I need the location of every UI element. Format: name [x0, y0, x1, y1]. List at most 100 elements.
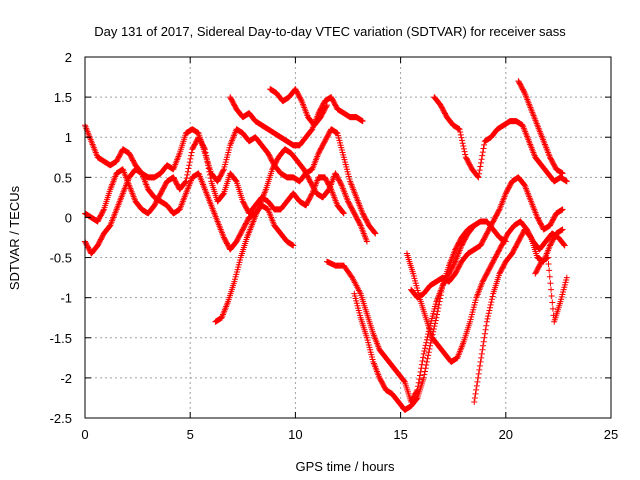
data-point	[419, 358, 426, 365]
data-point	[182, 178, 189, 185]
x-tick-label: 10	[288, 427, 302, 442]
data-point	[426, 346, 433, 353]
data-point	[433, 311, 440, 318]
data-point	[481, 330, 488, 337]
data-point	[457, 129, 464, 136]
x-tick-label: 25	[604, 427, 618, 442]
data-point	[548, 293, 555, 300]
chart-title: Day 131 of 2017, Sidereal Day-to-day VTE…	[94, 24, 566, 39]
data-point	[427, 342, 434, 349]
data-point	[372, 230, 379, 237]
data-point	[461, 148, 468, 155]
data-point	[421, 371, 428, 378]
data-point	[473, 382, 480, 389]
plot-frame	[84, 56, 612, 419]
y-tick-label: 1.5	[54, 90, 72, 105]
data-point	[422, 345, 429, 352]
data-points	[82, 78, 570, 413]
data-point	[487, 304, 494, 311]
data-point	[415, 379, 422, 386]
data-point	[201, 146, 208, 153]
data-point	[480, 342, 487, 349]
data-point	[472, 390, 479, 397]
data-point	[548, 286, 555, 293]
data-point	[460, 145, 467, 152]
data-point	[430, 325, 437, 332]
data-point	[437, 292, 444, 299]
data-point	[521, 88, 528, 95]
data-point	[544, 254, 551, 261]
data-point	[546, 267, 553, 274]
data-point	[435, 301, 442, 308]
data-point	[480, 145, 487, 152]
data-point	[559, 206, 566, 213]
data-point	[185, 165, 192, 172]
data-point	[438, 289, 445, 296]
data-point	[482, 326, 489, 333]
data-point	[371, 229, 378, 236]
data-point	[474, 378, 481, 385]
data-point	[356, 221, 363, 228]
data-point	[416, 372, 423, 379]
data-point	[298, 96, 305, 103]
data-point	[420, 374, 427, 381]
data-point	[486, 307, 493, 314]
data-point	[475, 374, 482, 381]
data-point	[434, 308, 441, 315]
data-point	[220, 191, 227, 198]
data-point	[220, 167, 227, 174]
data-point	[203, 152, 210, 159]
data-point	[477, 163, 484, 170]
data-point	[546, 273, 553, 280]
y-tick-label: -1	[60, 291, 72, 306]
data-point	[432, 320, 439, 327]
data-point	[338, 181, 345, 188]
x-tick-label: 15	[393, 427, 407, 442]
data-point	[188, 149, 195, 156]
y-tick-label: 1	[65, 130, 72, 145]
data-point	[308, 191, 315, 198]
data-point	[232, 177, 239, 184]
data-point	[478, 350, 485, 357]
data-point	[182, 179, 189, 186]
data-point	[476, 170, 483, 177]
data-point	[207, 175, 214, 182]
data-point	[476, 167, 483, 174]
data-point	[425, 349, 432, 356]
data-point	[495, 207, 502, 214]
y-tick-label: -1.5	[50, 331, 72, 346]
data-point	[475, 370, 482, 377]
data-point	[206, 171, 213, 178]
data-point	[471, 222, 478, 229]
data-point	[477, 358, 484, 365]
data-point	[477, 159, 484, 166]
data-point	[462, 151, 469, 158]
x-tick-label: 20	[499, 427, 513, 442]
data-point	[473, 386, 480, 393]
data-point	[547, 280, 554, 287]
data-point	[460, 143, 467, 150]
data-point	[484, 315, 491, 322]
y-tick-label: -2.5	[50, 411, 72, 426]
data-point	[559, 226, 566, 233]
data-point	[437, 295, 444, 302]
data-point	[549, 305, 556, 312]
y-tick-label: 0	[65, 210, 72, 225]
data-point	[425, 352, 432, 359]
data-point	[202, 149, 209, 156]
data-point	[423, 358, 430, 365]
data-point	[563, 178, 570, 185]
x-tick-label: 0	[81, 427, 88, 442]
data-point	[527, 233, 534, 240]
data-point	[416, 376, 423, 383]
x-tick-label: 5	[187, 427, 194, 442]
data-point	[203, 155, 210, 162]
data-point	[183, 175, 190, 182]
data-point	[431, 323, 438, 330]
data-point	[488, 296, 495, 303]
data-point	[204, 159, 211, 166]
axis-ticks: 0 5 10 15 20 25 2 1.5 1 0.5 0 -0.5 -1 -1.5 -2 -2.5	[50, 50, 619, 442]
data-point	[423, 362, 430, 369]
data-point	[435, 305, 442, 312]
